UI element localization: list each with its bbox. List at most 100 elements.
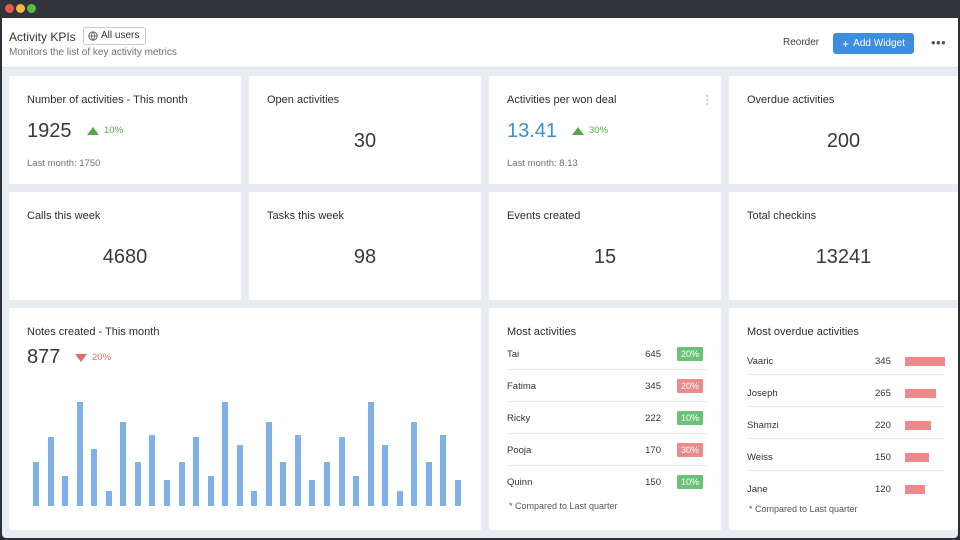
chart-bar[interactable] (251, 491, 257, 506)
overdue-count: 120 (875, 484, 891, 495)
chart-bar[interactable] (309, 480, 315, 506)
user-name: Jane (747, 484, 768, 495)
chart-bar[interactable] (266, 422, 272, 506)
list-item[interactable]: Quinn 150 10% (507, 466, 707, 498)
kpi-value: 4680 (102, 246, 148, 268)
user-name: Fatima (507, 381, 537, 392)
trend-up-indicator: 30% (572, 125, 608, 136)
kpi-value: 98 (353, 246, 377, 268)
user-name: Tai (507, 349, 520, 360)
chart-bar[interactable] (382, 445, 388, 506)
maximize-window-button[interactable] (27, 4, 36, 13)
last-month-text: Last month: 1750 (27, 158, 101, 169)
list-item[interactable]: Vaaric 345 (747, 343, 945, 375)
chart-bar[interactable] (339, 437, 345, 506)
most-overdue-card[interactable]: Most overdue activities Vaaric 345 Joseph 2… (729, 308, 958, 530)
footnote: * Compared to Last quarter (509, 501, 618, 511)
list-item[interactable]: Tai 645 20% (507, 338, 707, 370)
chart-bar[interactable] (440, 435, 446, 506)
overdue-bar (905, 389, 936, 398)
user-name: Quinn (507, 477, 533, 488)
chart-bar[interactable] (179, 462, 185, 506)
chart-bar[interactable] (33, 462, 39, 506)
kpi-card-checkins[interactable]: Total checkins 13241 (729, 192, 958, 300)
most-activities-card[interactable]: Most activities Tai 645 20% Fatima 345 20% Ric… (489, 308, 721, 530)
list-item[interactable]: Pooja 170 30% (507, 434, 707, 466)
list-item[interactable]: Ricky 222 10% (507, 402, 707, 434)
chart-bar[interactable] (91, 449, 97, 506)
add-widget-button[interactable]: + Add Widget (833, 33, 914, 54)
chart-bar[interactable] (120, 422, 126, 506)
list-item[interactable]: Shamzi 220 (747, 407, 944, 439)
chart-bar[interactable] (48, 437, 54, 506)
kpi-card-open-activities[interactable]: Open activities 30 (249, 76, 481, 184)
kpi-card-activities-per-won-deal[interactable]: Activities per won deal · · · 13.41 30% La… (489, 76, 721, 184)
trend-up-indicator: 10% (87, 125, 123, 136)
list-item[interactable]: Joseph 265 (747, 375, 944, 407)
card-title: Most activities (507, 326, 577, 338)
page-title: Activity KPIs (9, 30, 76, 44)
activity-count: 222 (645, 413, 661, 424)
dashboard-header: Activity KPIs All users Monitors the lis… (2, 18, 958, 68)
chart-bar[interactable] (149, 435, 155, 506)
chart-bar[interactable] (106, 491, 112, 506)
last-month-text: Last month: 8.13 (507, 158, 578, 169)
most-overdue-list: Vaaric 345 Joseph 265 Shamzi 220 Weiss 150 Jane 1… (747, 343, 945, 503)
kpi-card-calls[interactable]: Calls this week 4680 (9, 192, 241, 300)
list-item[interactable]: Jane 120 (747, 471, 944, 503)
change-badge: 10% (677, 411, 703, 425)
trend-value: 10% (104, 125, 124, 136)
list-item[interactable]: Weiss 150 (747, 439, 944, 471)
page-subtitle: Monitors the list of key activity metric… (9, 47, 177, 58)
dashboard-app: Activity KPIs All users Monitors the lis… (2, 18, 958, 538)
chart-bar[interactable] (208, 476, 214, 506)
kpi-card-events[interactable]: Events created 15 (489, 192, 721, 300)
chart-bar[interactable] (353, 476, 359, 506)
card-title: Activities per won deal (507, 94, 617, 106)
user-name: Weiss (747, 452, 773, 463)
user-filter-button[interactable]: All users (83, 27, 147, 45)
card-menu-icon[interactable]: · · · (705, 90, 709, 110)
chart-bar[interactable] (455, 480, 461, 506)
trend-value: 30% (589, 125, 609, 136)
change-badge: 30% (677, 443, 703, 457)
chart-bar[interactable] (368, 402, 374, 506)
reorder-button[interactable]: Reorder (783, 37, 820, 48)
overdue-bar (905, 357, 945, 366)
kpi-card-overdue[interactable]: Overdue activities 200 (729, 76, 958, 184)
arrow-down-icon (75, 353, 87, 362)
card-title: Most overdue activities (747, 326, 859, 338)
chart-bar[interactable] (164, 480, 170, 506)
kpi-value: 15 (593, 246, 617, 268)
chart-bar[interactable] (222, 402, 228, 506)
chart-bar[interactable] (62, 476, 68, 506)
kpi-card-activities-month[interactable]: Number of activities - This month 1925 1… (9, 76, 241, 184)
user-name: Joseph (747, 388, 778, 399)
chart-bar[interactable] (324, 462, 330, 506)
chart-bar[interactable] (426, 462, 432, 506)
chart-bar[interactable] (237, 445, 243, 506)
kpi-card-tasks[interactable]: Tasks this week 98 (249, 192, 481, 300)
overdue-count: 345 (875, 356, 891, 367)
chart-bar[interactable] (193, 437, 199, 506)
activity-count: 170 (645, 445, 661, 456)
chart-bar[interactable] (397, 491, 403, 506)
card-title: Calls this week (27, 210, 101, 222)
trend-value: 20% (92, 352, 112, 363)
close-window-button[interactable] (5, 4, 14, 13)
chart-bar[interactable] (295, 435, 301, 506)
card-title: Events created (507, 210, 581, 222)
chart-bar[interactable] (77, 402, 83, 506)
chart-bar[interactable] (135, 462, 141, 506)
minimize-window-button[interactable] (16, 4, 25, 13)
chart-bar[interactable] (411, 422, 417, 506)
overdue-count: 150 (875, 452, 891, 463)
overdue-count: 265 (875, 388, 891, 399)
arrow-up-icon (572, 126, 584, 135)
chart-bar[interactable] (280, 462, 286, 506)
change-badge: 10% (677, 475, 703, 489)
notes-chart-card[interactable]: Notes created - This month 877 20% (9, 308, 481, 530)
more-options-icon[interactable]: ••• (931, 35, 947, 50)
list-item[interactable]: Fatima 345 20% (507, 370, 707, 402)
arrow-up-icon (87, 126, 99, 135)
